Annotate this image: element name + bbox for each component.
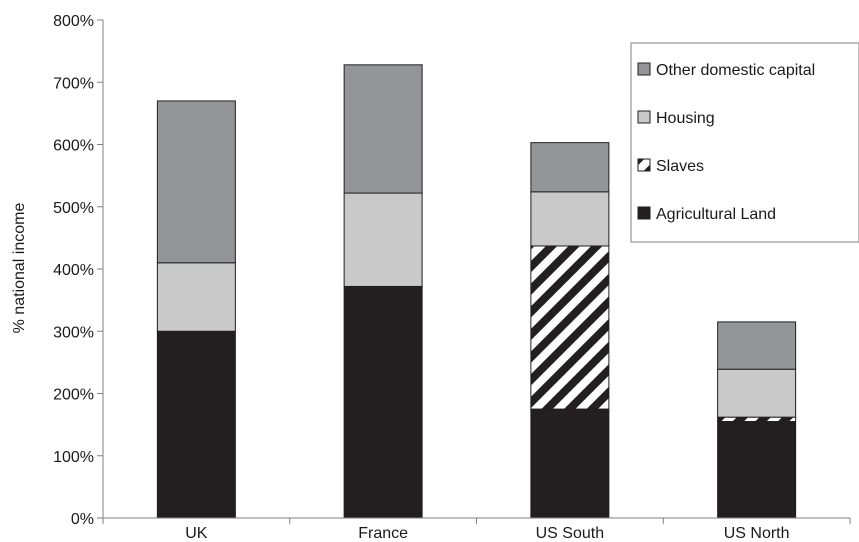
legend-swatch-other-domestic-capital bbox=[637, 62, 651, 76]
bar-agricultural-land-us-north bbox=[717, 421, 797, 519]
legend: Other domestic capital Housing Slaves Agric… bbox=[630, 42, 859, 243]
bar-other-domestic-capital-uk bbox=[156, 100, 236, 264]
bar-slaves-us-north bbox=[717, 416, 797, 423]
legend-swatch-housing bbox=[637, 110, 651, 124]
legend-box bbox=[630, 42, 859, 243]
bar-agricultural-land-us-south bbox=[530, 408, 610, 519]
y-tick-label: 100% bbox=[53, 449, 94, 466]
y-axis-title: % national income bbox=[11, 203, 28, 334]
legend-label: Agricultural Land bbox=[656, 206, 776, 223]
y-tick-label: 500% bbox=[53, 200, 94, 217]
bar-other-domestic-capital-france bbox=[343, 64, 423, 194]
y-tick-label: 300% bbox=[53, 324, 94, 341]
y-tick-label: 700% bbox=[53, 75, 94, 92]
y-tick-label: 600% bbox=[53, 138, 94, 155]
legend-label: Slaves bbox=[656, 158, 704, 175]
bars bbox=[156, 64, 797, 519]
y-tick-label: 400% bbox=[53, 262, 94, 279]
x-axis: UK France US South US North bbox=[102, 517, 851, 542]
bar-housing-uk bbox=[156, 262, 236, 332]
x-tick-label: France bbox=[358, 525, 408, 542]
legend-swatch-agricultural-land bbox=[637, 206, 651, 220]
legend-swatch-slaves bbox=[637, 158, 651, 172]
x-tick-label: US North bbox=[724, 525, 790, 542]
bar-agricultural-land-france bbox=[343, 285, 423, 519]
x-tick-label: US South bbox=[536, 525, 604, 542]
y-tick-label: 200% bbox=[53, 387, 94, 404]
bar-slaves-us-south bbox=[530, 245, 610, 410]
bar-housing-us-north bbox=[717, 368, 797, 418]
bar-other-domestic-capital-us-south bbox=[530, 142, 610, 193]
bar-housing-us-south bbox=[530, 191, 610, 247]
legend-label: Housing bbox=[656, 110, 715, 127]
y-axis: 0% 100% 200% 300% 400% 500% 600% 700% 800% bbox=[53, 13, 104, 528]
y-tick-label: 800% bbox=[53, 13, 94, 30]
x-tick-label: UK bbox=[185, 525, 208, 542]
y-tick-label: 0% bbox=[71, 511, 94, 528]
bar-agricultural-land-uk bbox=[156, 330, 236, 519]
bar-other-domestic-capital-us-north bbox=[717, 321, 797, 370]
bar-housing-france bbox=[343, 192, 423, 287]
legend-label: Other domestic capital bbox=[656, 62, 815, 79]
